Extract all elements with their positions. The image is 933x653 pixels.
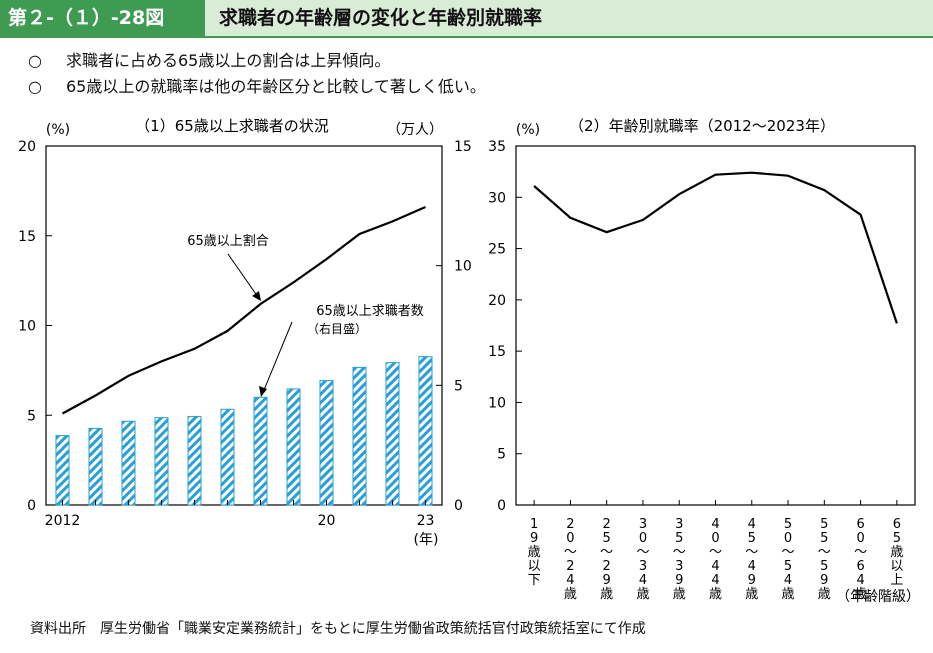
summary-bullet: ○ 65歳以上の就職率は他の年齢区分と比較して著しく低い。: [28, 74, 486, 100]
bar-job-seekers-65plus: [418, 356, 433, 506]
bar-job-seekers-65plus: [319, 380, 334, 506]
chart1-x-unit: (年): [414, 532, 439, 548]
x-tick-label: 20: [318, 513, 336, 529]
bullet-text: 求職者に占める65歳以上の割合は上昇傾向。: [66, 51, 391, 70]
y-tick-label: 0: [497, 498, 506, 514]
age-category-label: 6 0 ～ 6 4 歳: [854, 517, 867, 602]
chart1-x-axis: 2012 20 23: [45, 500, 435, 529]
chart2-title: （2）年齢別就職率（2012～2023年）: [569, 117, 835, 135]
chart2-y-axis: 0 5 10 15 20 25 30 35: [488, 139, 522, 514]
age-category-label: 1 9 歳以下: [528, 517, 541, 588]
chart1-title: （1）65歳以上求職者の状況: [135, 117, 329, 135]
left-tick-label: 15: [18, 229, 36, 245]
bar-job-seekers-65plus: [88, 427, 103, 506]
bar-job-seekers-65plus: [286, 388, 301, 506]
left-tick-label: 10: [18, 319, 36, 335]
right-tick-label: 10: [454, 259, 472, 275]
left-tick-label: 20: [18, 139, 36, 155]
bar-job-seekers-65plus: [121, 420, 136, 506]
x-tick-label: 23: [417, 513, 435, 529]
y-tick-label: 25: [488, 242, 506, 258]
chart1-ratio-line: [61, 205, 426, 415]
annotation-count-arrow: [263, 321, 293, 391]
age-category-label: 4 5 ～ 4 9 歳: [745, 517, 758, 602]
chart2-rate-line: [533, 171, 898, 324]
header: 第２-（１）-28図 求職者の年齢層の変化と年齢別就職率: [0, 0, 933, 38]
annotation-count-label: 65歳以上求職者数: [316, 304, 424, 319]
left-tick-label: 0: [27, 498, 36, 514]
bar-job-seekers-65plus: [253, 396, 268, 506]
bullet-mark: ○: [28, 51, 42, 70]
bullet-text: 65歳以上の就職率は他の年齢区分と比較して著しく低い。: [66, 77, 486, 96]
chart2-y-unit: (%): [516, 122, 540, 138]
chart2-plot-frame: [515, 145, 916, 506]
bar-job-seekers-65plus: [55, 435, 70, 506]
age-category-label: 3 0 ～ 3 4 歳: [636, 517, 649, 602]
summary-bullets: ○ 求職者に占める65歳以上の割合は上昇傾向。 ○ 65歳以上の就職率は他の年齢区分…: [28, 48, 486, 100]
figure-number: 第２-（１）-28図: [0, 0, 205, 36]
summary-bullet: ○ 求職者に占める65歳以上の割合は上昇傾向。: [28, 48, 486, 74]
annotation-count-arrowhead: [259, 386, 267, 397]
chart2: （2）年齢別就職率（2012～2023年） (%) 0 5 10 15 20 25 30 35…: [488, 117, 920, 605]
bar-job-seekers-65plus: [352, 366, 367, 506]
chart1-right-unit: （万人）: [387, 122, 443, 138]
y-tick-label: 5: [497, 447, 506, 463]
annotation-count-sublabel: （右目盛）: [307, 321, 367, 336]
x-tick-label: 2012: [45, 513, 81, 529]
chart1-plot-frame: [45, 145, 443, 506]
annotation-ratio-arrowhead: [252, 291, 261, 301]
right-tick-label: 5: [454, 378, 463, 394]
age-category-label: 2 5 ～ 2 9 歳: [600, 517, 613, 602]
chart1-right-axis: 0 5 10 15: [436, 139, 472, 514]
y-tick-label: 15: [488, 344, 506, 360]
annotation-ratio-arrow: [227, 253, 259, 298]
source-note: 資料出所 厚生労働省「職業安定業務統計」をもとに厚生労働省政策統括官付政策統括室…: [30, 621, 646, 637]
bar-job-seekers-65plus: [154, 417, 169, 506]
bar-job-seekers-65plus: [187, 415, 202, 506]
age-category-label: 5 0 ～ 5 4 歳: [782, 517, 795, 602]
figure-title: 求職者の年齢層の変化と年齢別就職率: [205, 0, 933, 36]
age-category-label: 6 5 歳以上: [890, 517, 903, 588]
age-category-label: 4 0 ～ 4 4 歳: [709, 517, 722, 602]
header-rule: [0, 36, 933, 38]
y-tick-label: 35: [488, 139, 506, 155]
bar-job-seekers-65plus: [385, 362, 400, 506]
age-category-label: 3 5 ～ 3 9 歳: [673, 517, 686, 602]
chart1-bars: [55, 356, 433, 506]
bar-job-seekers-65plus: [220, 408, 235, 506]
chart1-left-unit: (%): [46, 122, 70, 138]
age-category-label: 2 0 ～ 2 4 歳: [564, 517, 577, 602]
y-tick-label: 30: [488, 190, 506, 206]
left-tick-label: 5: [27, 408, 36, 424]
chart1-left-axis: 0 5 10 15 20: [18, 139, 52, 514]
right-tick-label: 15: [454, 139, 472, 155]
age-category-label: 5 5 ～ 5 9 歳: [818, 517, 831, 602]
chart2-x-unit: （年齢階級）: [836, 589, 920, 605]
bullet-mark: ○: [28, 77, 42, 96]
y-tick-label: 10: [488, 395, 506, 411]
right-tick-label: 0: [454, 498, 463, 514]
chart2-x-axis: 1 9 歳以下 2 0 ～ 2 4 歳 2 5 ～ 2 9 歳 3 0 ～ 3 4 歳 3 5 ～ 3 9 歳 4 0 ～ 4 4 歳 4 5 ～ 4 9…: [528, 500, 903, 602]
y-tick-label: 20: [488, 293, 506, 309]
annotation-ratio-label: 65歳以上割合: [187, 233, 269, 249]
